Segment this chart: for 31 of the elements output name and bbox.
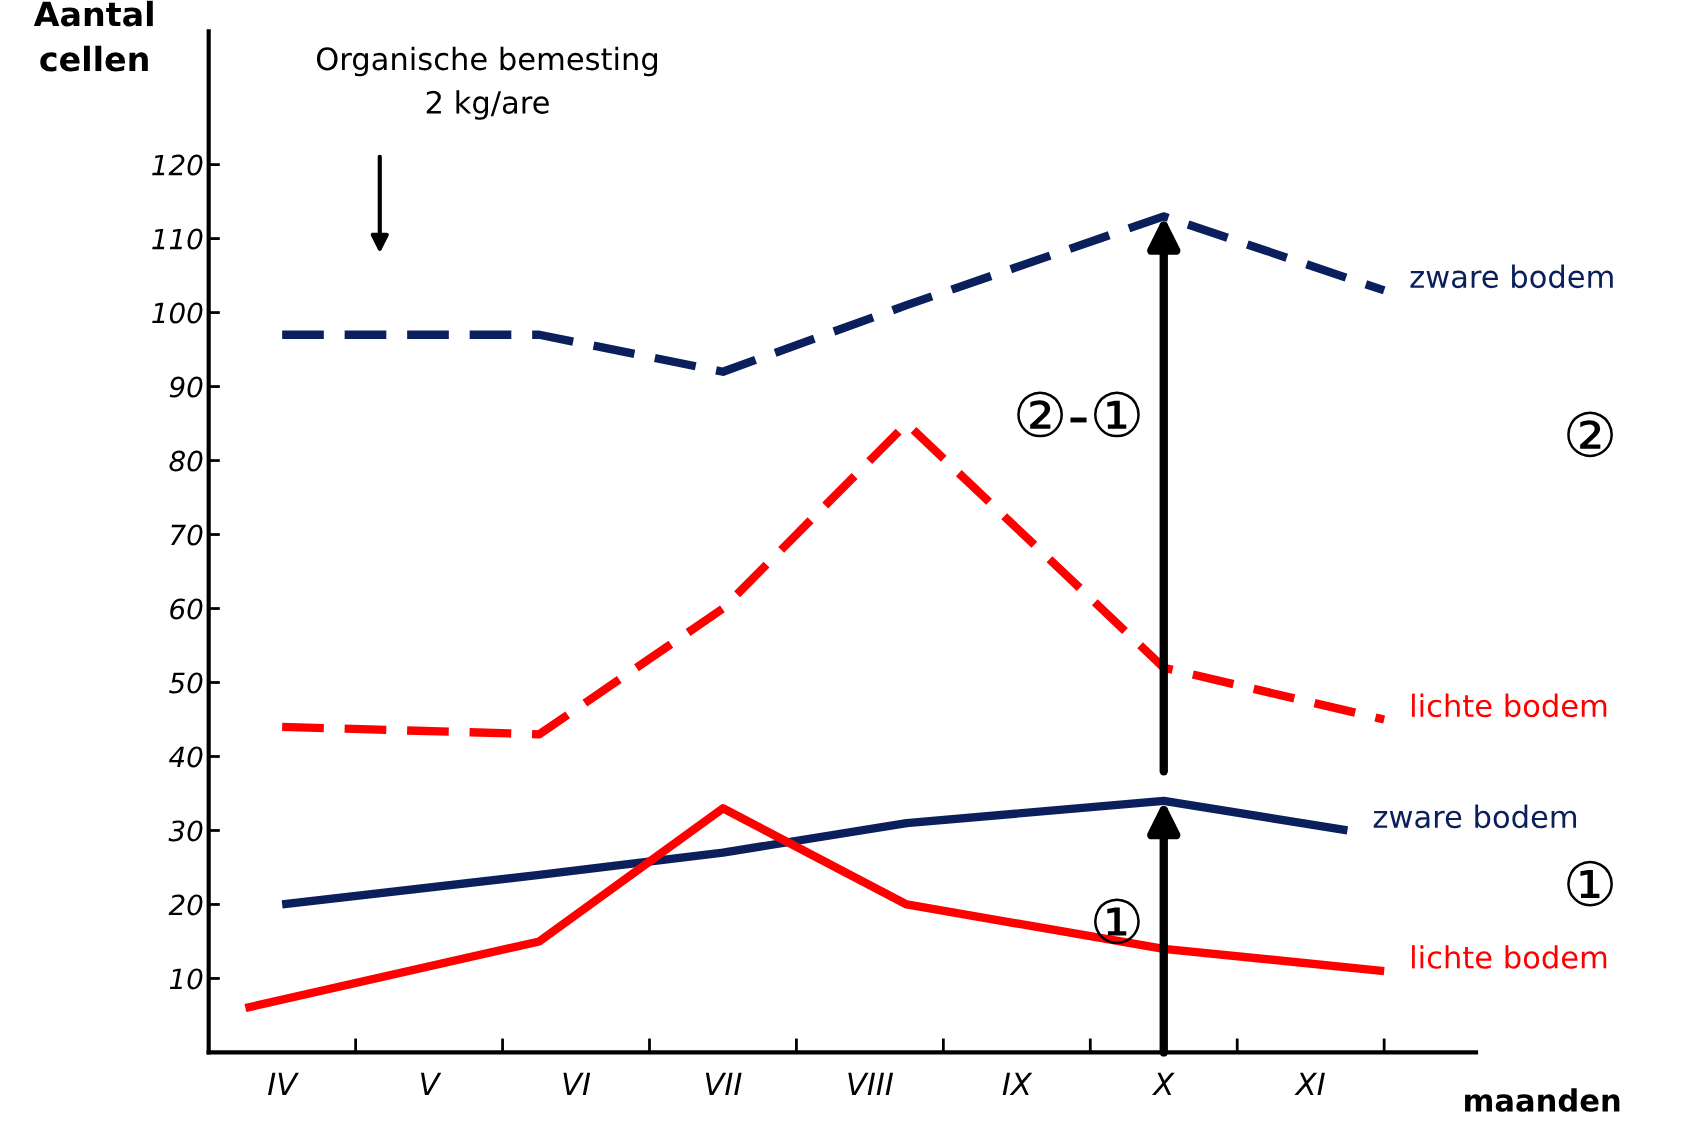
x-tick-label: X <box>1151 1072 1175 1096</box>
x-tick-label: VI <box>563 1072 591 1096</box>
series-label: lichte bodem <box>1412 945 1607 969</box>
y-tick-label: 70 <box>171 524 203 546</box>
y-tick-label: 30 <box>168 820 203 842</box>
series-label: zware bodem <box>1373 804 1577 829</box>
x-tick-label: VIII <box>848 1072 894 1096</box>
y-tick-label: 60 <box>170 598 203 620</box>
x-tick-label: IX <box>1002 1072 1033 1096</box>
x-tick-label: IV <box>268 1072 299 1096</box>
x-axis-title: maanden <box>1465 1088 1620 1112</box>
y-tick-label: 20 <box>168 894 203 916</box>
x-tick-label: XI <box>1294 1072 1325 1096</box>
series-label: zware bodem <box>1410 264 1613 289</box>
text: ② <box>1567 411 1613 458</box>
y-tick-label: 100 <box>152 302 203 324</box>
y-tick-label: 10 <box>169 968 203 990</box>
y-axis-title: Aantal cellen <box>33 0 153 72</box>
y-tick-label: 80 <box>169 450 203 472</box>
y-tick-label: 90 <box>169 376 203 398</box>
y-tick-label: 40 <box>168 746 203 768</box>
series-label: lichte bodem <box>1412 693 1607 718</box>
y-tick-label: 120 <box>152 154 203 176</box>
annotation: ②-① <box>1017 391 1140 438</box>
x-tick-label: V <box>421 1072 442 1096</box>
annotation: ① <box>1094 898 1140 945</box>
text: ① <box>1567 860 1613 907</box>
annotation: Organische bemesting 2 kg/are <box>316 46 657 120</box>
y-tick-label: 110 <box>152 228 203 250</box>
x-tick-label: VII <box>705 1072 742 1096</box>
y-tick-label: 50 <box>169 672 203 694</box>
